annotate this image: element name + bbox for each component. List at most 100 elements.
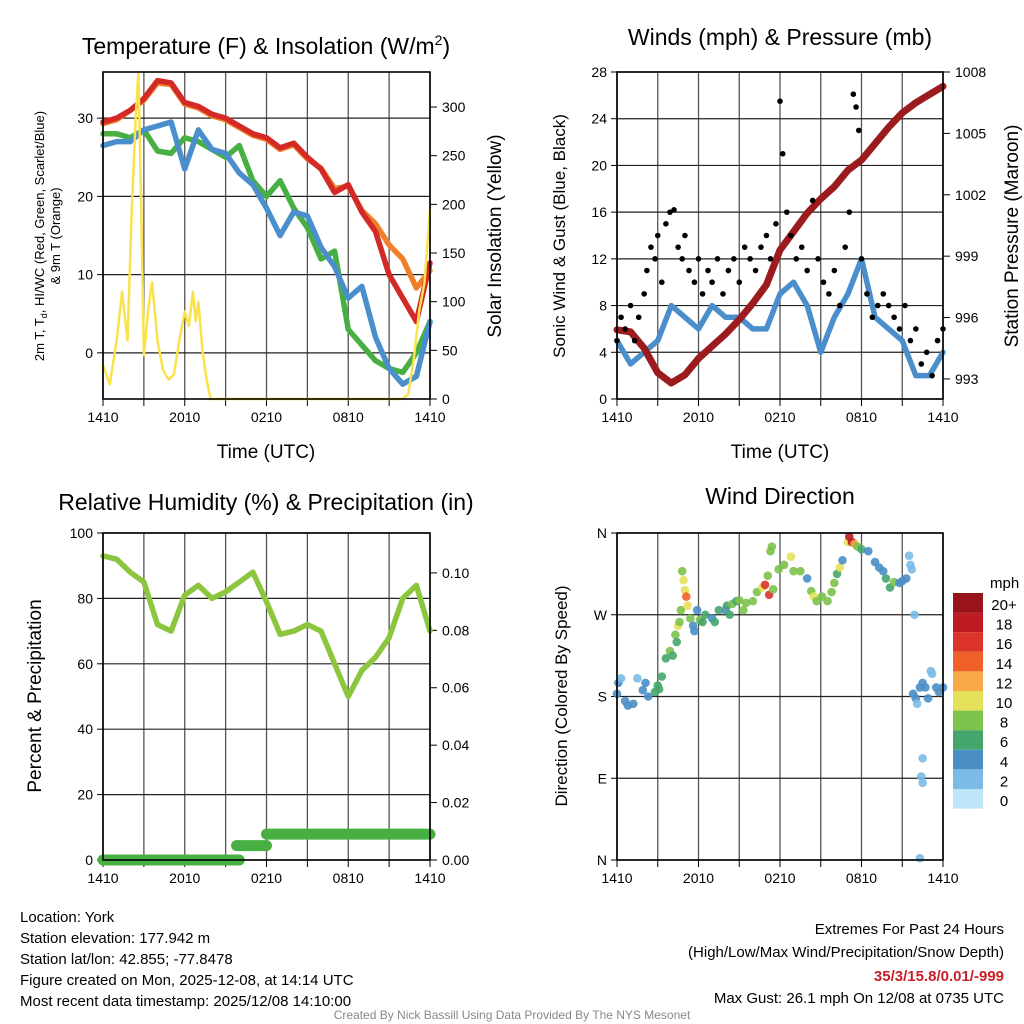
- winds-panel: 1410 2010 0210 0810 1410 0 4 8 12 16 20 24 28 993 996 9…: [591, 64, 986, 425]
- y-tick-label: S: [598, 689, 607, 705]
- gust-point: [705, 267, 711, 274]
- colorbar-swatch: [953, 691, 983, 711]
- wind-direction-point: [912, 699, 922, 709]
- y-tick-label: 20: [591, 157, 607, 173]
- gust-point: [618, 314, 624, 321]
- colorbar-swatch: [953, 593, 983, 613]
- x-tick-label: 2010: [169, 409, 200, 425]
- gust-point: [767, 256, 774, 262]
- gust-point: [804, 267, 810, 274]
- x-tick-label: 2010: [683, 409, 714, 425]
- extremes-title: Extremes For Past 24 Hours: [815, 921, 1004, 938]
- colorbar-label: 0: [1000, 793, 1008, 810]
- y-tick-label: 20: [77, 188, 93, 204]
- wind-direction-point: [881, 574, 891, 583]
- gust-point: [635, 314, 642, 321]
- winds-x-axis-label: Time (UTC): [731, 442, 830, 463]
- gust-point: [631, 337, 638, 344]
- colorbar-swatch: [953, 671, 983, 691]
- gust-point: [836, 302, 843, 309]
- humidity-panel-title: Relative Humidity (%) & Precipitation (i…: [58, 489, 473, 515]
- y-right-tick-label: 1002: [955, 187, 986, 203]
- wind-direction-point: [641, 678, 650, 688]
- gust-point: [622, 326, 628, 332]
- gust-point: [714, 256, 721, 262]
- gust-point: [846, 209, 853, 215]
- wind-direction-point: [679, 575, 688, 585]
- wind-direction-point: [835, 563, 845, 572]
- y-tick-label: 4: [599, 344, 607, 360]
- station-location: Location: York: [20, 909, 115, 926]
- y-tick-label: 40: [77, 721, 93, 737]
- y-tick-label: 8: [599, 298, 607, 314]
- y-tick-label: 100: [70, 525, 94, 541]
- gust-point: [679, 256, 685, 262]
- gust-point: [758, 244, 764, 250]
- gust-point: [725, 267, 732, 274]
- colorbar-label: 20+: [991, 597, 1017, 614]
- 2m-t-line: [100, 77, 433, 325]
- y-right-tick-label: 0.02: [442, 795, 469, 811]
- y-tick-label: 0: [85, 852, 93, 868]
- gust-point: [875, 302, 881, 309]
- y-right-tick-label: 0.08: [442, 622, 469, 638]
- wind-direction-point: [863, 546, 873, 556]
- x-tick-label: 0210: [251, 870, 282, 886]
- gust-point: [627, 302, 634, 309]
- wind-direction-point: [902, 574, 911, 583]
- y-right-tick-label: 0.00: [442, 852, 469, 868]
- wind-direction-point: [910, 610, 919, 620]
- y-tick-label: 28: [591, 64, 607, 80]
- wind-direction-point: [838, 555, 847, 565]
- gust-point: [659, 279, 665, 286]
- colorbar-label: 8: [1000, 715, 1008, 732]
- x-tick-label: 1410: [87, 870, 118, 886]
- y-tick-label: 60: [77, 656, 93, 672]
- y-right-tick-label: 150: [442, 245, 466, 261]
- gust-point: [752, 267, 759, 274]
- plot-frame: [616, 532, 944, 861]
- gust-point: [923, 349, 930, 356]
- hi-wc-line: [100, 119, 433, 387]
- wind-direction-point: [714, 605, 724, 615]
- x-tick-label: 1410: [414, 409, 445, 425]
- gust-point: [731, 256, 737, 262]
- wind-direction-point: [668, 651, 677, 660]
- gust-point: [929, 372, 935, 379]
- gust-point: [858, 256, 865, 262]
- colorbar-label: 4: [1000, 754, 1008, 771]
- gust-point: [667, 209, 673, 215]
- gust-point: [809, 197, 816, 204]
- x-tick-label: 0810: [333, 870, 364, 886]
- y-tick-label: 20: [77, 787, 93, 803]
- gust-point: [891, 314, 897, 321]
- wind-direction-point: [661, 654, 671, 663]
- y-right-tick-label: 0.10: [442, 565, 469, 581]
- colorbar-label: 6: [1000, 734, 1008, 751]
- gust-point: [820, 279, 827, 286]
- temperature-panel: 1410 2010 0210 0810 141001020300501001502002…: [77, 70, 466, 425]
- colorbar-swatch: [953, 710, 983, 731]
- wind-direction-point: [686, 614, 695, 623]
- plot-frame: [102, 71, 431, 400]
- gust-point: [855, 127, 862, 134]
- plot-frame: [616, 71, 944, 400]
- humidity-y-axis-label: Percent & Precipitation: [25, 599, 46, 792]
- wind-direction-point: [616, 674, 626, 683]
- temperature-x-axis-label: Time (UTC): [217, 442, 316, 463]
- y-right-tick-label: 996: [955, 310, 979, 326]
- colorbar-swatch: [953, 651, 983, 672]
- gust-point: [686, 267, 692, 274]
- gust-point: [907, 337, 914, 344]
- wind-direction-point: [654, 684, 664, 694]
- gust-point: [641, 291, 647, 297]
- wind-direction-point: [927, 669, 937, 679]
- colorbar-title: mph: [990, 575, 1019, 592]
- gust-point: [654, 232, 661, 239]
- wind-direction-point: [878, 566, 888, 576]
- gust-point: [779, 150, 786, 157]
- gust-point: [864, 291, 870, 297]
- wind-direction-point: [741, 598, 751, 608]
- y-right-tick-label: 300: [442, 99, 466, 115]
- x-tick-label: 0210: [764, 409, 795, 425]
